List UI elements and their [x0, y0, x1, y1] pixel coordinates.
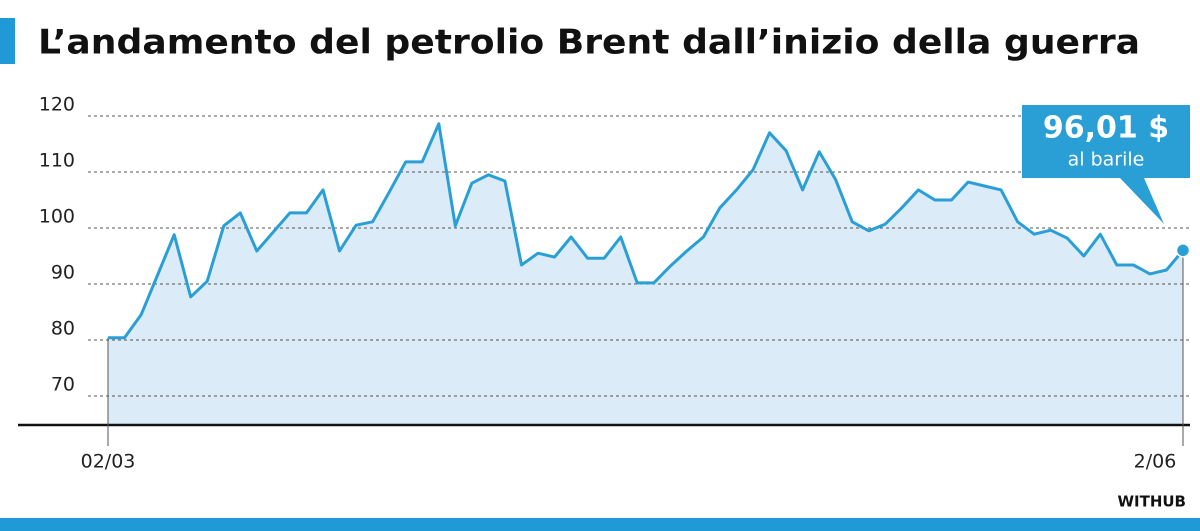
y-tick-label: 120	[39, 94, 75, 116]
x-tick-label: 2/06	[1134, 451, 1177, 473]
value-label: 96,01 $	[1043, 111, 1169, 146]
source: WITHUB	[1117, 493, 1186, 511]
callout-box	[1022, 105, 1190, 224]
accent-bar	[0, 18, 15, 64]
x-tick-label: 02/03	[81, 451, 136, 473]
end-point	[1175, 243, 1191, 258]
bottom-bar	[0, 518, 1200, 531]
y-tick-label: 100	[39, 206, 75, 228]
y-tick-label: 70	[51, 374, 75, 396]
y-tick-label: 110	[39, 150, 75, 172]
line	[108, 122, 1185, 340]
y-tick-label: 80	[51, 318, 75, 340]
y-tick-label: 90	[51, 262, 75, 284]
annotation: al barile	[1068, 149, 1145, 171]
chart-title: L’andamento del petrolio Brent dall’iniz…	[38, 23, 1140, 63]
area	[108, 123, 1183, 425]
